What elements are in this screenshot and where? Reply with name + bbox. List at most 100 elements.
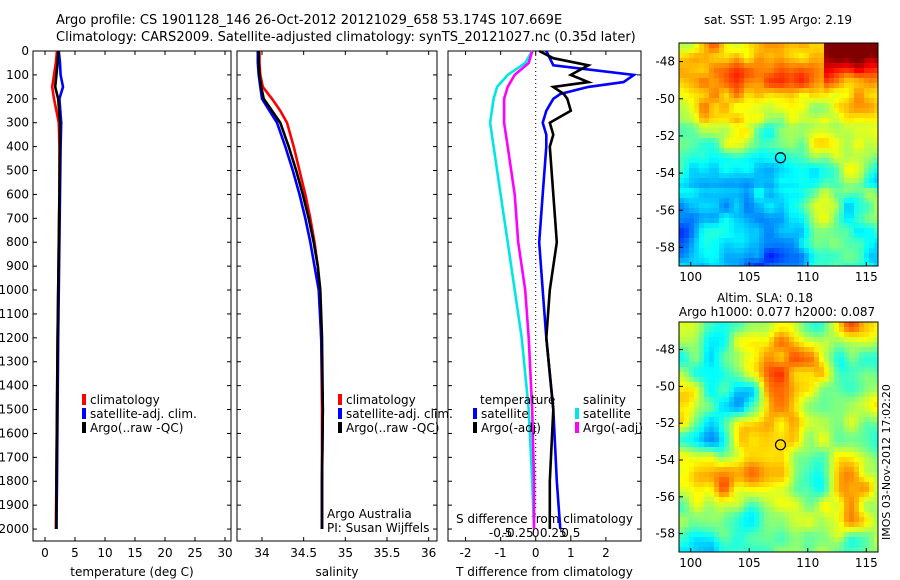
sat-sst-cell — [789, 173, 795, 179]
sat-sst-cell — [864, 103, 870, 109]
altim-sla-cell — [734, 497, 740, 503]
sat-sst-cell — [694, 223, 700, 229]
sat-sst-cell — [794, 203, 800, 209]
sat-sst-cell — [689, 243, 695, 249]
sat-sst-cell — [704, 238, 710, 244]
altim-sla-cell — [784, 462, 790, 468]
sat-sst-cell — [784, 263, 790, 267]
sat-sst-cell — [699, 98, 705, 104]
sat-sst-cell — [749, 258, 755, 264]
sat-sst-cell — [684, 73, 690, 79]
sat-sst-cell — [814, 118, 820, 124]
sat-sst-cell — [799, 178, 805, 184]
altim-sla-cell — [744, 502, 750, 508]
altim-sla-cell — [849, 492, 855, 498]
altim-sla-cell — [709, 342, 715, 348]
sat-sst-cell — [769, 58, 775, 64]
diff-legend-sal-satellite-label: satellite — [583, 407, 631, 421]
altim-sla-cell — [859, 482, 865, 488]
altim-sla-cell — [869, 547, 875, 553]
sat-sst-cell — [759, 233, 765, 239]
sat-sst-cell — [719, 218, 725, 224]
sat-sst-cell — [719, 168, 725, 174]
altim-sla-cell — [809, 357, 815, 363]
sat-sst-cell — [784, 148, 790, 154]
sat-sst-cell — [799, 78, 805, 84]
sat-sst-cell — [709, 193, 715, 199]
altim-sla-cell — [759, 492, 765, 498]
altim-sla-cell — [789, 507, 795, 513]
temperature-legend-entry-swatch — [82, 408, 86, 419]
sat-sst-cell — [824, 133, 830, 139]
altim-sla-cell — [729, 547, 735, 553]
sat-sst-cell — [679, 148, 685, 154]
sat-sst-cell — [814, 158, 820, 164]
altim-sla-cell — [744, 362, 750, 368]
altim-sla-cell — [849, 382, 855, 388]
sat-sst-cell — [709, 118, 715, 124]
altim-sla-cell — [729, 462, 735, 468]
altim-sla-cell — [829, 512, 835, 518]
altim-sla-cell — [769, 437, 775, 443]
altim-sla-cell — [864, 437, 870, 443]
sat-sst-cell — [699, 258, 705, 264]
sat-sst-cell — [709, 83, 715, 89]
sat-sst-cell — [814, 253, 820, 259]
sat-sst-cell — [714, 253, 720, 259]
sat-sst-cell — [834, 108, 840, 114]
sat-sst-cell — [849, 228, 855, 234]
sat-sst-cell — [694, 48, 700, 54]
altim-sla-cell — [729, 537, 735, 543]
salinity-legend-entry-swatch — [338, 394, 342, 405]
salinity-diff-xlabel: S difference from climatology — [456, 512, 633, 526]
altim-sla-cell — [689, 532, 695, 538]
altim-sla-cell — [729, 357, 735, 363]
sat-sst-cell — [694, 133, 700, 139]
sat-sst-cell — [759, 133, 765, 139]
altim-sla-cell — [869, 387, 875, 393]
diff-legend-sal-argo-label: Argo(-adj) — [583, 421, 643, 435]
sat-sst-cell — [694, 243, 700, 249]
altim-sla-cell — [874, 462, 879, 468]
sat-sst-cell — [754, 148, 760, 154]
altim-sla-cell — [744, 417, 750, 423]
sat-sst-cell — [864, 198, 870, 204]
sat-sst-cell — [719, 188, 725, 194]
sat-sst-cell — [754, 168, 760, 174]
sat-sst-cell — [829, 78, 835, 84]
altim-sla-cell — [819, 362, 825, 368]
depth-tick-label: 1800 — [0, 474, 29, 488]
altim-sla-cell — [734, 337, 740, 343]
sat-sst-cell — [679, 83, 685, 89]
sat-sst-cell — [779, 83, 785, 89]
altim-sla-cell — [704, 522, 710, 528]
sat-sst-cell — [739, 108, 745, 114]
altim-sla-cell — [744, 372, 750, 378]
sat-sst-cell — [754, 108, 760, 114]
altim-sla-cell — [799, 407, 805, 413]
sat-sst-cell — [724, 83, 730, 89]
altim-sla-cell — [869, 382, 875, 388]
altim-sla-cell — [824, 377, 830, 383]
sat-sst-cell — [804, 188, 810, 194]
altim-sla-cell — [729, 392, 735, 398]
sat-sst-cell — [774, 148, 780, 154]
sat-sst-cell — [849, 138, 855, 144]
altim-sla-cell — [774, 427, 780, 433]
sat-sst-cell — [769, 138, 775, 144]
sat-sst-ytick-label: -54 — [655, 166, 675, 180]
sat-sst-cell — [684, 218, 690, 224]
altim-sla-cell — [824, 537, 830, 543]
altim-sla-cell — [864, 537, 870, 543]
altim-sla-cell — [774, 417, 780, 423]
altim-sla-cell — [824, 447, 830, 453]
altim-sla-cell — [679, 482, 685, 488]
sat-sst-cell — [779, 188, 785, 194]
altim-sla-cell — [759, 357, 765, 363]
sat-sst-cell — [844, 83, 850, 89]
altim-sla-cell — [809, 407, 815, 413]
sat-sst-cell — [744, 208, 750, 214]
sat-sst-cell — [779, 123, 785, 129]
sat-sst-cell — [834, 43, 840, 49]
altim-sla-cell — [684, 332, 690, 338]
